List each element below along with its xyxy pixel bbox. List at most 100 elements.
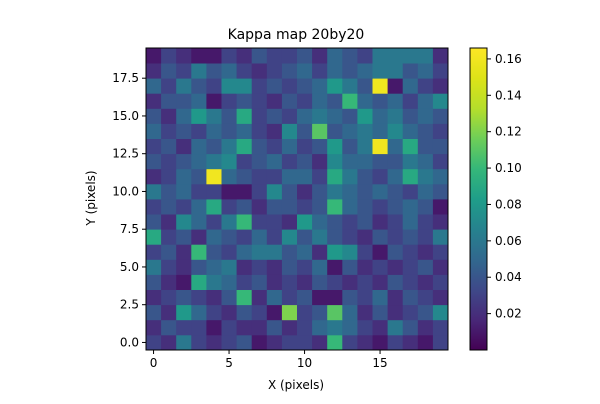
heatmap-cell <box>387 304 404 321</box>
heatmap-cell <box>236 229 253 245</box>
heatmap-cell <box>372 274 388 290</box>
heatmap-cell <box>327 48 343 64</box>
y-tick-label: 2.5 <box>120 298 139 312</box>
heatmap-cell <box>372 63 388 79</box>
heatmap-cell <box>312 183 328 200</box>
heatmap-cell <box>357 153 373 170</box>
heatmap-cell <box>266 244 283 260</box>
heatmap-cell <box>342 78 358 94</box>
heatmap-cell <box>221 138 237 155</box>
heatmap-cell <box>372 168 388 185</box>
x-tick-label: 15 <box>372 356 387 370</box>
heatmap-cell <box>146 108 162 124</box>
heatmap-cell <box>146 78 162 94</box>
heatmap-cell <box>402 214 419 230</box>
heatmap-cell <box>146 93 162 109</box>
heatmap-cell <box>266 48 283 64</box>
heatmap-cell <box>266 183 283 200</box>
heatmap-cell <box>146 183 162 200</box>
heatmap-cell <box>402 93 419 109</box>
heatmap-cell <box>387 229 404 245</box>
heatmap-cell <box>387 108 404 124</box>
heatmap-cell <box>281 304 298 321</box>
heatmap-cell <box>176 138 192 155</box>
heatmap-cell <box>372 304 388 321</box>
heatmap-cell <box>281 108 298 124</box>
heatmap-cell <box>266 229 283 245</box>
heatmap-cell <box>191 334 207 351</box>
heatmap-cell <box>387 274 404 290</box>
heatmap-cell <box>251 153 268 170</box>
heatmap-cell <box>432 183 449 200</box>
heatmap-cell <box>281 319 298 336</box>
heatmap-cell <box>387 244 404 260</box>
heatmap-cell <box>221 63 237 79</box>
heatmap-cell <box>206 108 222 124</box>
heatmap-cell <box>266 123 283 139</box>
heatmap-cell <box>206 93 222 109</box>
heatmap-cell <box>176 123 192 139</box>
heatmap-cell <box>297 244 313 260</box>
heatmap-cell <box>297 334 313 351</box>
heatmap-cell <box>357 78 373 94</box>
heatmap-cell <box>432 168 449 185</box>
heatmap-cell <box>402 168 419 185</box>
heatmap-cell <box>176 304 192 321</box>
heatmap-cell <box>387 78 404 94</box>
heatmap-cell <box>221 153 237 170</box>
heatmap-cell <box>387 63 404 79</box>
heatmap-cell <box>372 153 388 170</box>
heatmap-cell <box>342 63 358 79</box>
heatmap-cell <box>191 108 207 124</box>
heatmap-cell <box>432 48 449 64</box>
heatmap-cell <box>236 289 253 306</box>
heatmap-cell <box>402 274 419 290</box>
heatmap-cell <box>176 334 192 351</box>
heatmap-cell <box>191 63 207 79</box>
heatmap-cell <box>372 48 388 64</box>
heatmap-cell <box>297 183 313 200</box>
heatmap-cell <box>176 229 192 245</box>
heatmap-cell <box>206 229 222 245</box>
heatmap-cell <box>206 78 222 94</box>
y-tick-label: 17.5 <box>112 71 139 85</box>
heatmap-cell <box>176 78 192 94</box>
heatmap-cell <box>161 153 177 170</box>
heatmap-cell <box>342 304 358 321</box>
heatmap-cell <box>327 63 343 79</box>
heatmap-cell <box>372 229 388 245</box>
heatmap-cell <box>251 168 268 185</box>
heatmap-cell <box>251 48 268 64</box>
heatmap-cell <box>236 153 253 170</box>
heatmap-cell <box>251 289 268 306</box>
heatmap-cell <box>236 168 253 185</box>
heatmap-cell <box>357 289 373 306</box>
heatmap-cell <box>357 334 373 351</box>
heatmap-cell <box>432 244 449 260</box>
heatmap-cell <box>266 108 283 124</box>
heatmap-cell <box>312 319 328 336</box>
heatmap-cell <box>402 183 419 200</box>
heatmap-cell <box>327 259 343 275</box>
heatmap-cell <box>402 199 419 215</box>
heatmap-cell <box>357 183 373 200</box>
heatmap-cell <box>266 93 283 109</box>
colorbar-tick-label: 0.08 <box>495 197 522 211</box>
heatmap-cell <box>372 319 388 336</box>
heatmap-cell <box>372 214 388 230</box>
heatmap-cell <box>281 259 298 275</box>
heatmap-cell <box>417 259 434 275</box>
heatmap-cell <box>417 274 434 290</box>
heatmap-cell <box>357 319 373 336</box>
heatmap-cell <box>146 199 162 215</box>
heatmap-cell <box>297 229 313 245</box>
heatmap-cell <box>236 183 253 200</box>
heatmap-cell <box>312 63 328 79</box>
heatmap-cell <box>281 183 298 200</box>
heatmap-cell <box>206 259 222 275</box>
heatmap-cell <box>312 214 328 230</box>
heatmap-cell <box>161 93 177 109</box>
heatmap-cell <box>327 108 343 124</box>
heatmap-cell <box>221 108 237 124</box>
heatmap-cell <box>146 63 162 79</box>
